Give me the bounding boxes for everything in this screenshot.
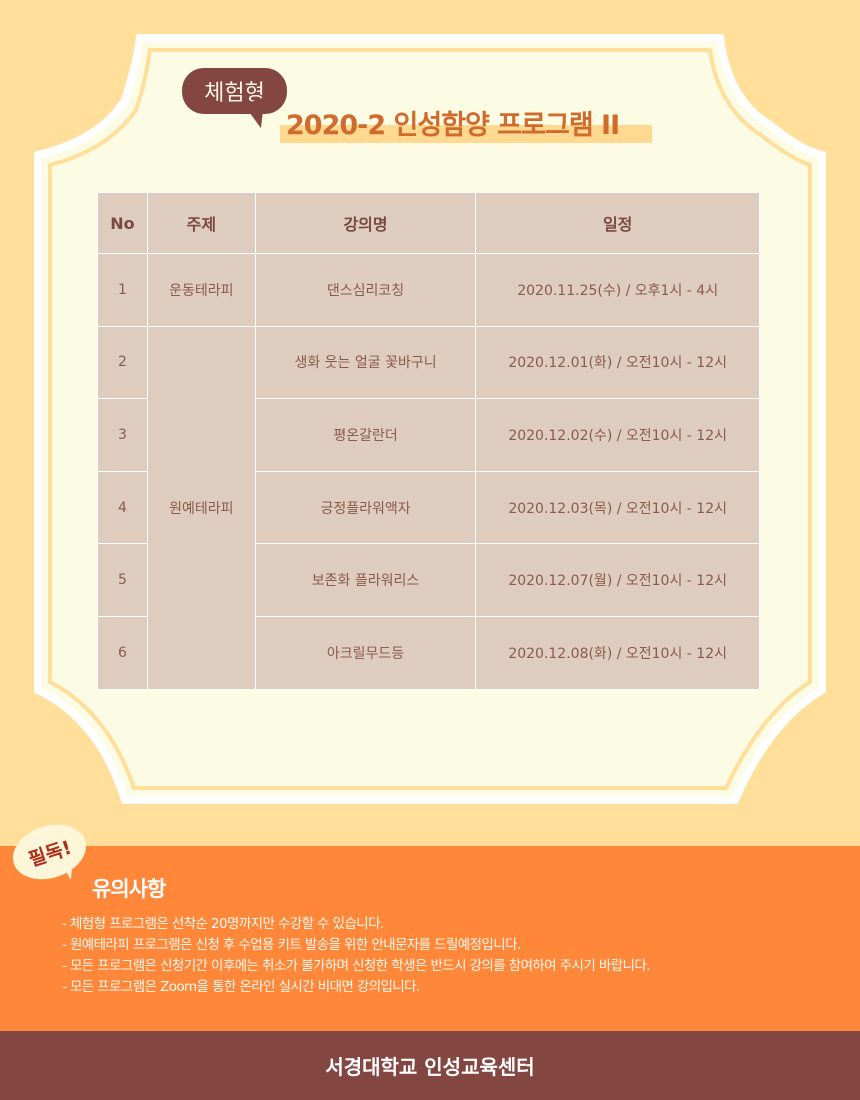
notice-list: - 체험형 프로그램은 선착순 20명까지만 수강할 수 있습니다. - 원예테… [62, 914, 650, 998]
table-row: 2 원예테라피 생화 웃는 얼굴 꽃바구니 2020.12.01(화) / 오전… [97, 325, 760, 690]
table-row: 1 운동테라피 댄스심리코칭 2020.11.25(수) / 오후1시 - 4시 [97, 253, 760, 327]
cell-date: 2020.12.08(화) / 오전10시 - 12시 [475, 615, 760, 690]
page-title: 2020-2 인성함양 프로그램 II [286, 110, 620, 141]
footer-org-name: 서경대학교 인성교육센터 [0, 1031, 860, 1100]
cell-no: 4 [97, 470, 148, 545]
header-date: 일정 [475, 192, 760, 254]
header-topic: 주제 [146, 192, 256, 254]
cell-date: 2020.12.07(월) / 오전10시 - 12시 [475, 543, 760, 617]
cell-no: 3 [97, 398, 148, 472]
title-highlight [280, 125, 652, 143]
cell-name: 보존화 플라워리스 [254, 543, 477, 617]
cell-date: 2020.12.02(수) / 오전10시 - 12시 [475, 398, 760, 472]
notice-section [0, 846, 860, 1031]
program-table: No 주제 강의명 일정 1 운동테라피 댄스심리코칭 2020.11.25(수… [97, 192, 760, 690]
cell-date: 2020.11.25(수) / 오후1시 - 4시 [475, 253, 760, 327]
cell-topic: 원예테라피 [146, 325, 256, 690]
notice-title: 유의사항 [92, 877, 166, 901]
cell-no: 6 [97, 615, 148, 690]
cell-date: 2020.12.03(목) / 오전10시 - 12시 [475, 470, 760, 545]
cell-name: 댄스심리코칭 [254, 253, 477, 327]
cell-no: 5 [97, 543, 148, 617]
table-row: 3 평온갈란더 2020.12.02(수) / 오전10시 - 12시 [97, 398, 760, 472]
notice-item: - 모든 프로그램은 Zoom을 통한 온라인 실시간 비대면 강의입니다. [62, 979, 420, 995]
header-name: 강의명 [254, 192, 477, 254]
badge-experiential: 체험형 [182, 68, 287, 114]
notice-item: - 원예테라피 프로그램은 신청 후 수업용 키트 발송을 위한 안내문자를 드… [62, 937, 521, 953]
notice-item: - 체험형 프로그램은 선착순 20명까지만 수강할 수 있습니다. [62, 916, 384, 932]
cell-name: 긍정플라워액자 [254, 470, 477, 545]
table-row: 5 보존화 플라워리스 2020.12.07(월) / 오전10시 - 12시 [97, 543, 760, 617]
cell-name: 생화 웃는 얼굴 꽃바구니 [254, 325, 477, 400]
cell-no: 2 [97, 325, 148, 400]
table-header: No 주제 강의명 일정 [97, 192, 760, 254]
cell-name: 아크릴무드등 [254, 615, 477, 690]
cell-no: 1 [97, 253, 148, 327]
cell-date: 2020.12.01(화) / 오전10시 - 12시 [475, 325, 760, 400]
cell-topic: 운동테라피 [146, 253, 256, 327]
table-row: 6 아크릴무드등 2020.12.08(화) / 오전10시 - 12시 [97, 615, 760, 690]
cell-name: 평온갈란더 [254, 398, 477, 472]
header-no: No [97, 192, 148, 254]
notice-item: - 모든 프로그램은 신청기간 이후에는 취소가 불가하며 신청한 학생은 반드… [62, 958, 650, 974]
